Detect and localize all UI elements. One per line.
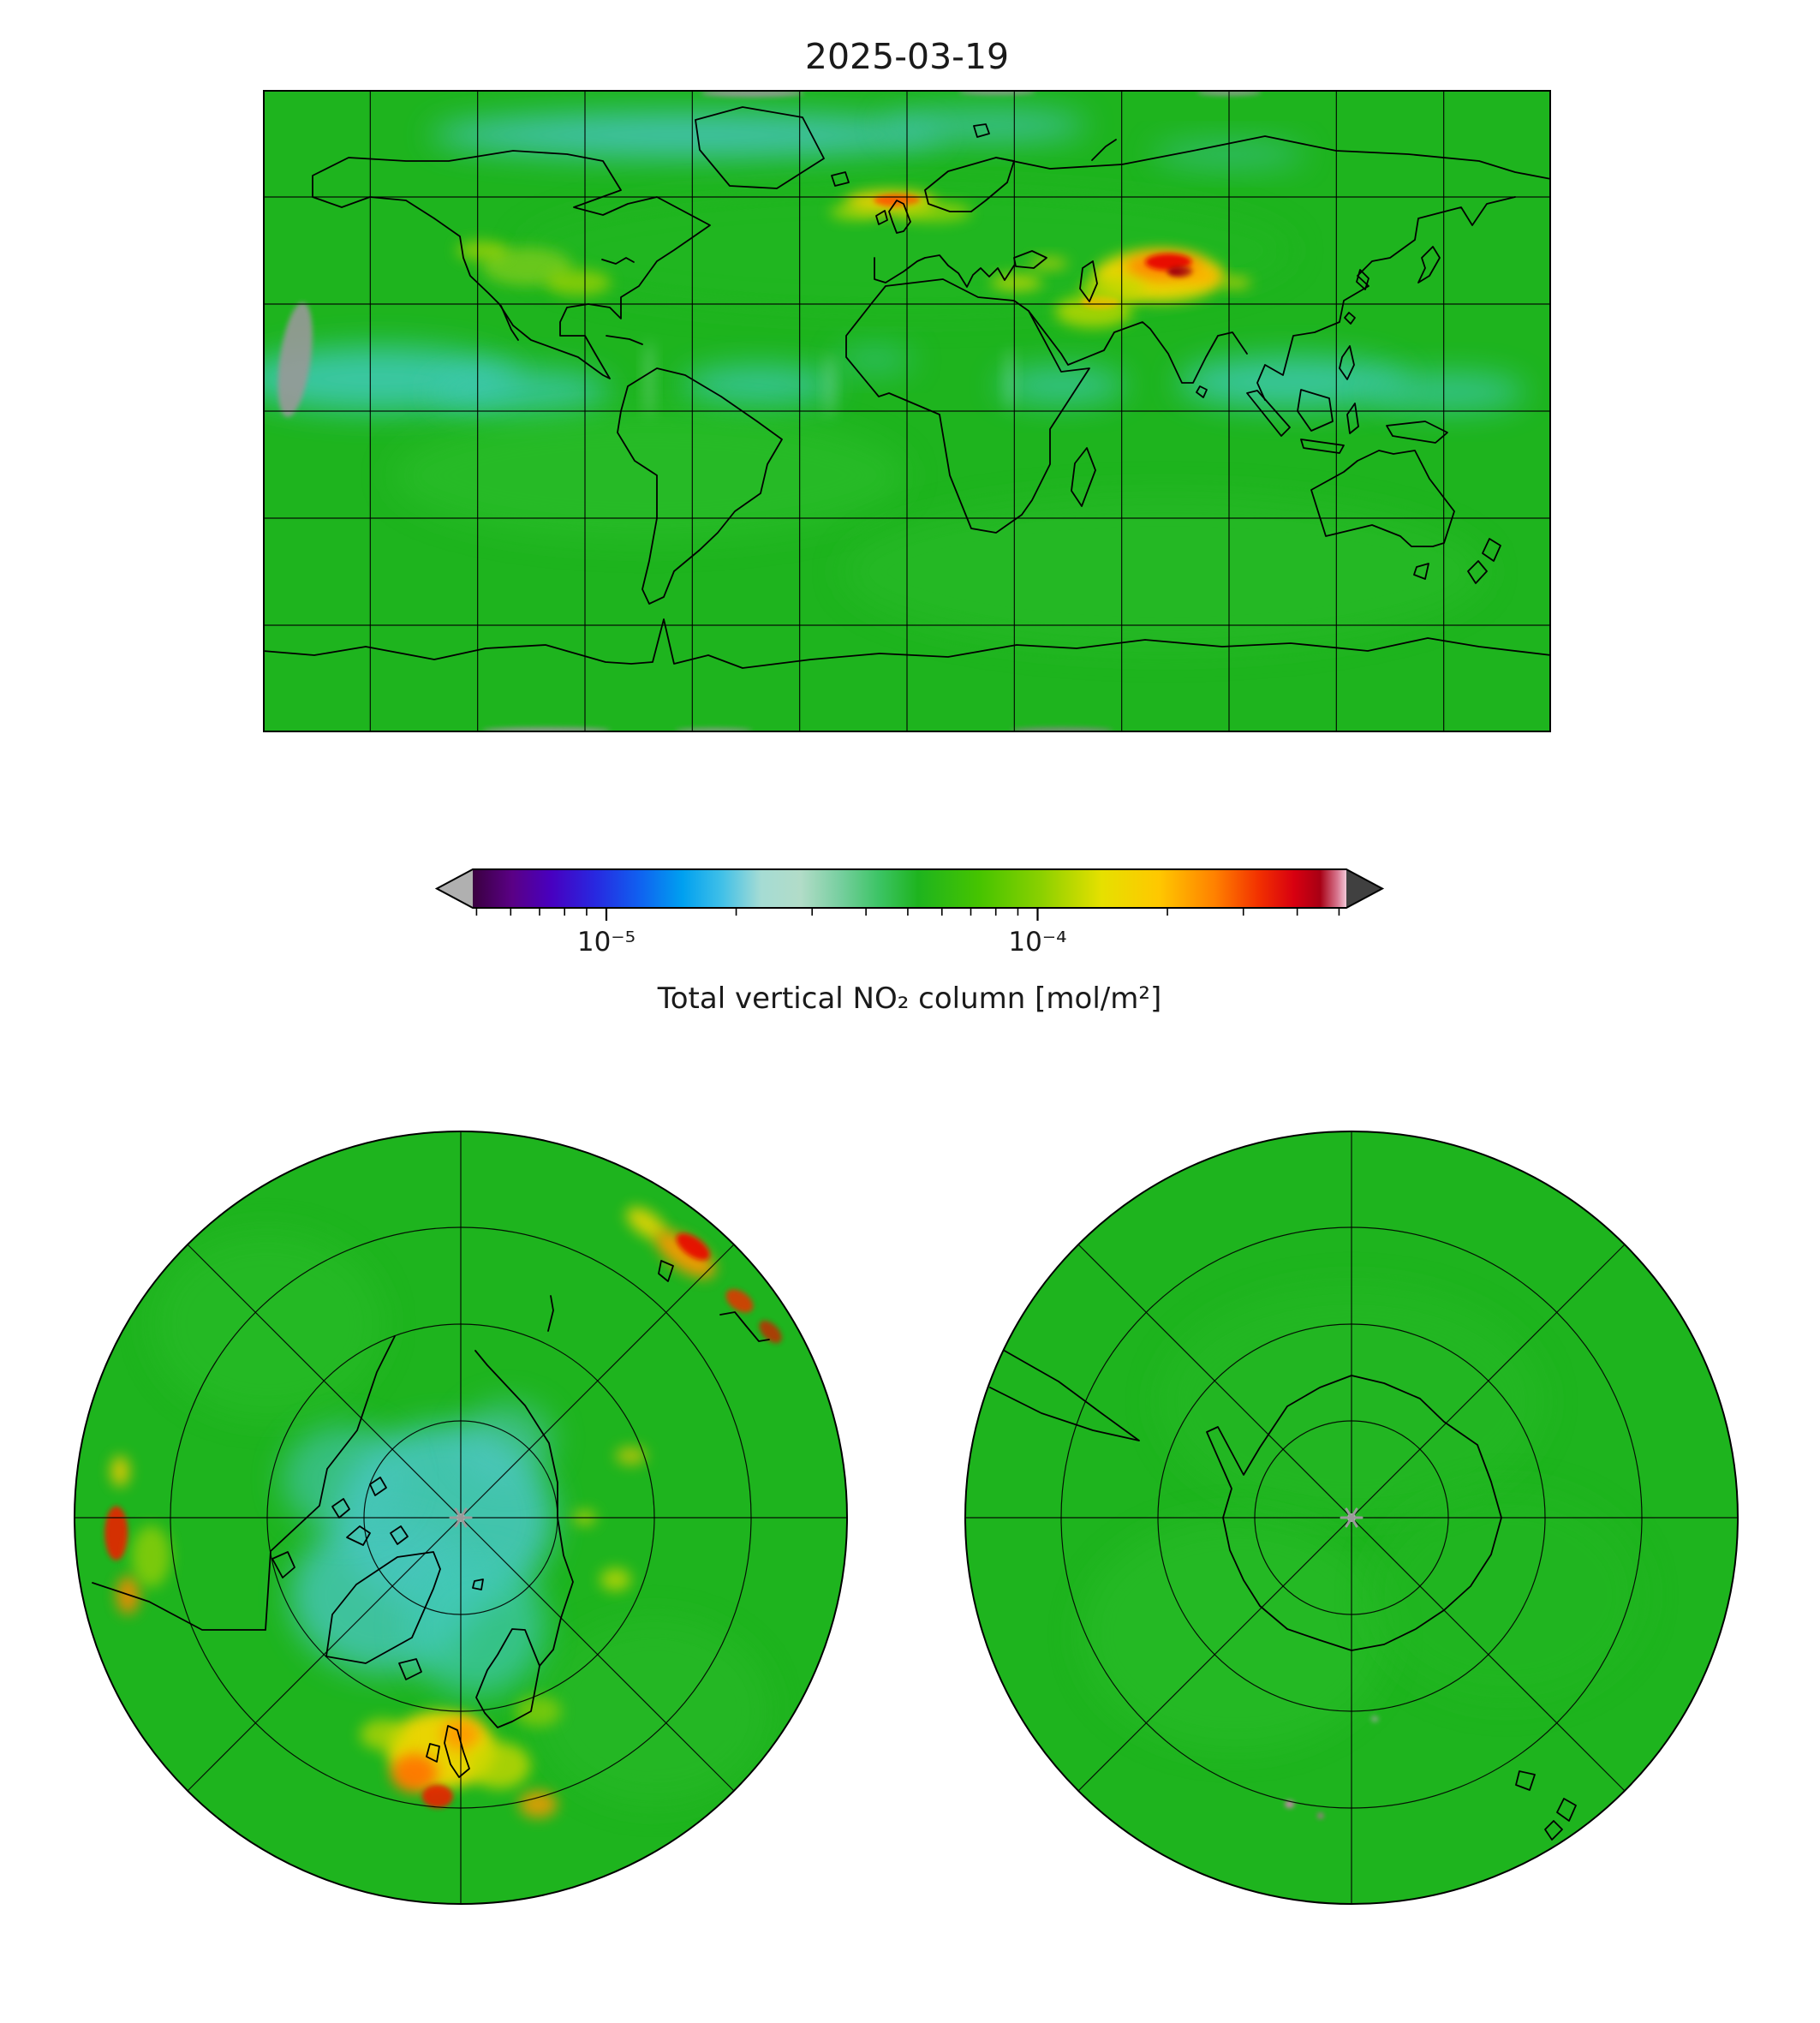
colorbar-tick-label: 10⁻⁵ bbox=[577, 927, 636, 958]
south-pole-clipped bbox=[965, 1131, 1738, 1904]
tasmania-coast bbox=[1515, 1770, 1536, 1791]
coastlines bbox=[92, 1260, 770, 1778]
antarctica-coast bbox=[263, 618, 1551, 669]
south-asia-coast bbox=[1028, 310, 1248, 384]
tasmania-coast bbox=[1413, 563, 1429, 580]
borneo-coast bbox=[1297, 389, 1334, 432]
siberia-north-coast bbox=[995, 135, 1551, 180]
arctic-island bbox=[369, 1477, 387, 1496]
hudson-bay bbox=[272, 1551, 295, 1578]
coastlines bbox=[989, 1346, 1577, 1841]
ireland-coast bbox=[426, 1743, 440, 1763]
baja-coast bbox=[500, 305, 519, 341]
greenland-coast bbox=[695, 106, 825, 189]
kamchatka-coast bbox=[547, 1295, 554, 1332]
madagascar-coast bbox=[1071, 447, 1096, 507]
colorbar-tick-label: 10⁻⁴ bbox=[1008, 927, 1066, 958]
japan-coast bbox=[1417, 246, 1441, 283]
pole-marker bbox=[449, 1507, 473, 1528]
new-zealand-coast bbox=[1544, 1798, 1577, 1841]
iceland-coast bbox=[398, 1658, 422, 1680]
north-america-coast bbox=[265, 1335, 396, 1631]
philippines-coast bbox=[1339, 345, 1355, 380]
global-map-panel bbox=[263, 90, 1551, 732]
south-pole-panel bbox=[964, 1131, 1739, 1905]
north-pole-panel bbox=[74, 1131, 848, 1905]
taiwan-coast bbox=[1344, 312, 1356, 325]
sulawesi-coast bbox=[1346, 403, 1359, 434]
svalbard-coast bbox=[472, 1578, 484, 1590]
north-pole-clipped bbox=[75, 1131, 847, 1904]
japan-coast bbox=[658, 1260, 674, 1282]
black-sea bbox=[1013, 250, 1047, 269]
korea-china-coast bbox=[719, 1311, 770, 1342]
ireland-coast bbox=[875, 210, 888, 225]
svalbard-coast bbox=[973, 123, 990, 138]
great-lakes bbox=[601, 257, 635, 265]
scandinavia-coast bbox=[924, 157, 1015, 212]
colorbar-outline bbox=[434, 868, 1385, 909]
us-east-coast bbox=[92, 1582, 266, 1631]
arctic-island bbox=[390, 1525, 409, 1545]
sumatra-coast bbox=[1246, 390, 1291, 437]
new-zealand-coast bbox=[1467, 538, 1501, 584]
colorbar-label: Total vertical NO₂ column [mol/m²] bbox=[657, 982, 1162, 1016]
colorbar-ticks: 10⁻⁵ 10⁻⁴ bbox=[475, 908, 1340, 958]
coastlines bbox=[263, 106, 1551, 669]
colorbar: 10⁻⁵ 10⁻⁴ Total vertical NO₂ column [mol/… bbox=[434, 868, 1385, 1016]
antarctica-coast bbox=[1206, 1375, 1502, 1651]
pole-marker bbox=[1340, 1507, 1364, 1528]
java-coast bbox=[1300, 439, 1345, 454]
iceland-coast bbox=[831, 171, 850, 187]
caspian-sea bbox=[1079, 260, 1098, 302]
europe-med-coast bbox=[874, 254, 1015, 288]
uk-coast bbox=[444, 1725, 470, 1778]
colorbar-bar bbox=[473, 869, 1346, 908]
novaya-zemlya bbox=[1091, 139, 1117, 161]
map-border bbox=[263, 90, 1551, 732]
colorbar-under-arrow bbox=[437, 869, 473, 908]
figure-title: 2025-03-19 bbox=[804, 36, 1010, 77]
sri-lanka-coast bbox=[1196, 385, 1208, 398]
patagonia-coast bbox=[989, 1346, 1140, 1441]
map-border bbox=[74, 1131, 848, 1905]
arctic-island bbox=[346, 1525, 371, 1546]
colorbar-over-arrow bbox=[1346, 869, 1382, 908]
new-guinea-coast bbox=[1386, 421, 1448, 444]
greenland-coast bbox=[325, 1551, 441, 1664]
cuba-coast bbox=[606, 335, 643, 345]
australia-coast bbox=[1310, 450, 1455, 547]
map-border bbox=[964, 1131, 1739, 1905]
graticule bbox=[263, 90, 1551, 732]
east-asia-coast bbox=[1256, 196, 1516, 401]
korea-coast bbox=[1356, 269, 1369, 290]
north-america-coast bbox=[312, 150, 711, 379]
arctic-island bbox=[331, 1498, 350, 1519]
south-america-coast bbox=[617, 367, 783, 605]
